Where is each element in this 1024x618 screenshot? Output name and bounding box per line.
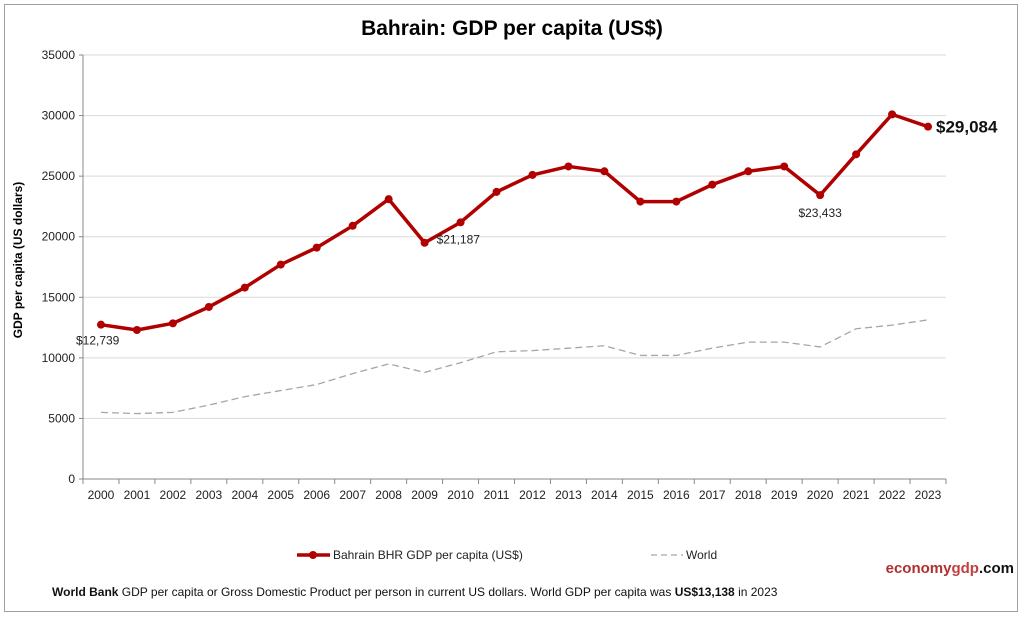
data-point xyxy=(348,221,357,230)
x-tick-label: 2005 xyxy=(267,488,294,502)
x-tick-label: 2002 xyxy=(160,488,187,502)
y-tick-label: 30000 xyxy=(42,109,76,123)
brand-part1: economy xyxy=(885,560,952,577)
data-point xyxy=(744,167,753,176)
data-label: $29,084 xyxy=(936,118,998,137)
data-point xyxy=(312,243,321,252)
footer-suffix: in 2023 xyxy=(734,585,778,599)
data-label: $21,187 xyxy=(437,232,481,246)
chart-title: Bahrain: GDP per capita (US$) xyxy=(361,17,663,40)
x-tick-label: 2017 xyxy=(699,488,726,502)
series-line-world xyxy=(100,319,929,415)
data-point xyxy=(600,167,609,176)
y-tick-label: 10000 xyxy=(42,351,76,365)
y-tick-label: 35000 xyxy=(42,48,76,62)
y-tick-label: 20000 xyxy=(42,230,76,244)
series-line-bahrain xyxy=(100,112,929,332)
x-tick-label: 2018 xyxy=(735,488,762,502)
data-point xyxy=(492,187,501,196)
chart-frame xyxy=(4,4,1018,612)
y-tick-label: 5000 xyxy=(48,411,75,425)
data-point xyxy=(708,180,717,189)
data-point xyxy=(204,302,213,311)
x-tick-label: 2010 xyxy=(447,488,474,502)
data-point xyxy=(96,320,105,329)
data-point xyxy=(672,197,681,206)
y-axis-label: GDP per capita (US dollars) xyxy=(11,182,25,339)
x-tick-label: 2011 xyxy=(484,488,510,502)
x-tick-label: 2007 xyxy=(339,488,366,502)
data-point xyxy=(636,197,645,206)
legend-label-world: World xyxy=(686,548,717,562)
x-tick-label: 2000 xyxy=(88,488,115,502)
data-point xyxy=(420,238,429,247)
x-tick-label: 2021 xyxy=(843,488,870,502)
x-tick-label: 2009 xyxy=(411,488,438,502)
data-label: $12,739 xyxy=(76,334,120,348)
x-tick-label: 2014 xyxy=(591,488,618,502)
x-tick-label: 2008 xyxy=(375,488,402,502)
x-tick-label: 2022 xyxy=(879,488,906,502)
data-point xyxy=(888,110,897,119)
data-point xyxy=(528,170,537,179)
x-tick-label: 2013 xyxy=(555,488,582,502)
brand-part2: gdp xyxy=(951,560,979,577)
footer-text: GDP per capita or Gross Domestic Product… xyxy=(118,585,675,599)
data-label: $23,433 xyxy=(798,206,842,220)
data-point xyxy=(564,162,573,171)
x-tick-label: 2001 xyxy=(124,488,151,502)
footer-source: World Bank xyxy=(52,585,119,599)
data-point xyxy=(780,162,789,171)
x-tick-label: 2019 xyxy=(771,488,798,502)
data-point xyxy=(384,195,393,204)
y-tick-label: 25000 xyxy=(42,169,76,183)
data-point xyxy=(816,191,825,200)
footer-world-value: US$13,138 xyxy=(674,585,735,599)
x-tick-label: 2006 xyxy=(303,488,330,502)
brand-logo[interactable]: economygdp.com xyxy=(886,560,1014,577)
data-point xyxy=(456,218,465,227)
x-tick-label: 2003 xyxy=(196,488,223,502)
x-tick-label: 2004 xyxy=(231,488,258,502)
data-point xyxy=(240,283,249,292)
footer-note: World Bank GDP per capita or Gross Domes… xyxy=(52,585,777,599)
data-point xyxy=(168,319,177,328)
x-tick-label: 2020 xyxy=(807,488,834,502)
y-tick-label: 15000 xyxy=(42,290,76,304)
data-point xyxy=(852,150,861,159)
legend-label-bahrain: Bahrain BHR GDP per capita (US$) xyxy=(333,548,523,562)
x-tick-label: 2016 xyxy=(663,488,690,502)
data-point xyxy=(276,260,285,269)
x-tick-label: 2012 xyxy=(519,488,546,502)
legend-marker xyxy=(309,551,317,559)
data-point xyxy=(924,122,933,131)
x-tick-label: 2015 xyxy=(627,488,654,502)
brand-part3: .com xyxy=(978,560,1014,577)
x-tick-label: 2023 xyxy=(915,488,942,502)
y-tick-label: 0 xyxy=(68,472,75,486)
data-point xyxy=(132,325,141,334)
